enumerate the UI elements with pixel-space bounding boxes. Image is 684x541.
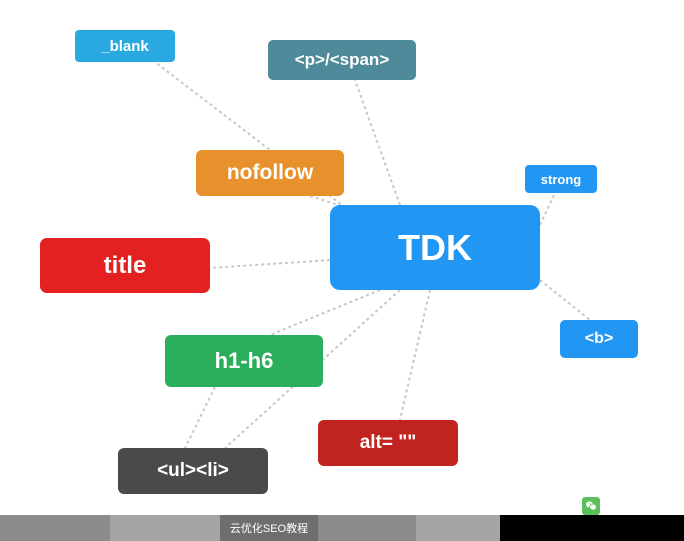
wechat-icon bbox=[582, 497, 600, 515]
bottom-bar: 云优化SEO教程 bbox=[0, 515, 684, 541]
node-h1h6: h1-h6 bbox=[165, 335, 323, 387]
node-alt: alt= "" bbox=[318, 420, 458, 466]
edge bbox=[355, 80, 400, 205]
watermark: 搜到网 bbox=[582, 496, 645, 515]
node-b: <b> bbox=[560, 320, 638, 358]
bottom-seg-3 bbox=[318, 515, 416, 541]
edge bbox=[540, 193, 555, 225]
bottom-seg-2: 云优化SEO教程 bbox=[220, 515, 318, 541]
node-title: title bbox=[40, 238, 210, 293]
bottom-seg-5 bbox=[500, 515, 684, 541]
bottom-seg-0 bbox=[0, 515, 110, 541]
bottom-seg-4 bbox=[416, 515, 500, 541]
node-nofollow: nofollow bbox=[196, 150, 344, 196]
edge bbox=[400, 290, 430, 420]
edge bbox=[210, 260, 330, 268]
watermark-text: 搜到网 bbox=[606, 496, 645, 515]
node-tdk: TDK bbox=[330, 205, 540, 290]
node-blank: _blank bbox=[75, 30, 175, 62]
edge bbox=[185, 387, 215, 448]
edge bbox=[540, 280, 590, 320]
edge bbox=[270, 290, 380, 335]
node-ulli: <ul><li> bbox=[118, 448, 268, 494]
node-strong: strong bbox=[525, 165, 597, 193]
bottom-seg-1 bbox=[110, 515, 220, 541]
node-pspan: <p>/<span> bbox=[268, 40, 416, 80]
